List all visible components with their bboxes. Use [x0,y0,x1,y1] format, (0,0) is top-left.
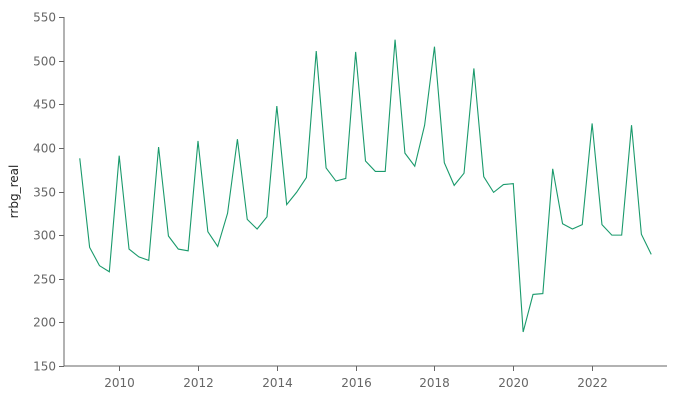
y-tick-label: 450 [33,98,56,112]
y-tick-label: 400 [33,142,56,156]
series-layer [79,39,652,333]
x-tick-label: 2010 [104,376,135,390]
x-tick-label: 2016 [341,376,372,390]
y-tick-label: 150 [33,360,56,374]
y-axis-title: rrbg_real [7,165,21,219]
series-line [79,39,652,333]
y-tick-label: 550 [33,11,56,25]
y-tick-label: 200 [33,316,56,330]
x-tick-label: 2012 [183,376,214,390]
x-tick-label: 2018 [419,376,450,390]
y-tick-label: 350 [33,186,56,200]
axes: 150 200 250 300 350 400 450 500 550 2010 2012 2014 2… [33,11,667,390]
x-tick-label: 2020 [498,376,529,390]
y-tick-label: 250 [33,273,56,287]
x-tick-label: 2014 [262,376,293,390]
x-tick-label: 2022 [577,376,608,390]
y-tick-label: 300 [33,229,56,243]
y-tick-label: 500 [33,55,56,69]
